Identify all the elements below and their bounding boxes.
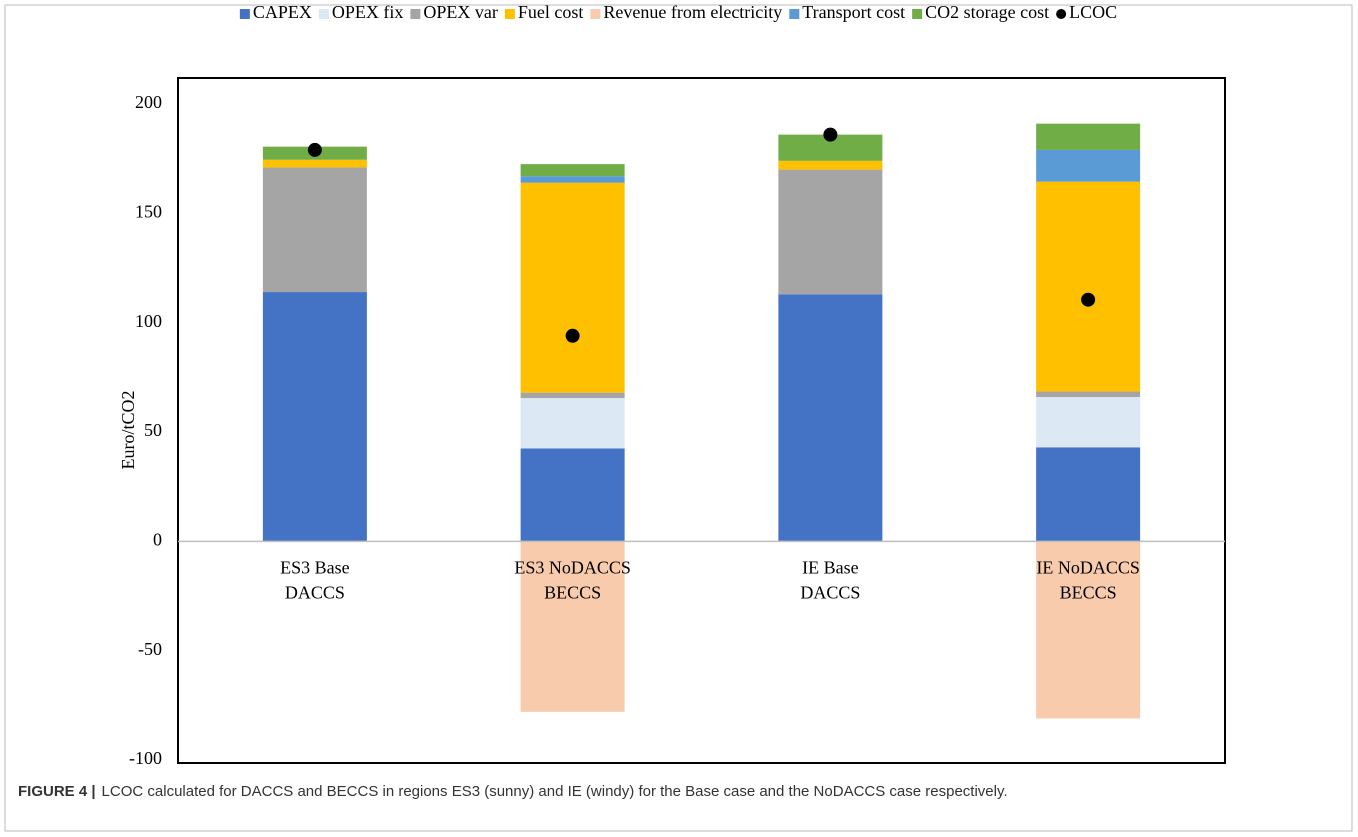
legend-marker [239,9,250,19]
bar-segment [520,541,625,712]
lcoc-dot [1081,292,1096,307]
bar-segment [1036,541,1141,719]
lcoc-dot [307,142,322,157]
bar-segment [1036,397,1141,448]
legend-label: OPEX fix [332,2,404,22]
legend-marker [318,9,329,19]
x-tick-label: IE Base [802,557,858,577]
bar-segment [520,398,625,449]
legend-marker [1056,9,1067,19]
legend-marker [504,9,515,19]
bar-segment [262,159,367,168]
caption-label: FIGURE 4 | [18,783,96,800]
legend-label: LCOC [1069,2,1117,22]
legend-marker [410,9,421,19]
lcoc-dot [823,127,838,142]
y-tick-label: 200 [135,92,162,112]
x-tick-label: ES3 Base [280,557,350,577]
x-tick-label: BECCS [1060,582,1117,602]
legend-label: CO2 storage cost [925,2,1049,22]
x-tick-label: ES3 NoDACCS [514,557,631,577]
bar-segment [778,169,883,295]
bar-segment [778,294,883,542]
plot-frame [177,77,1226,764]
x-tick-label: BECCS [544,582,601,602]
legend-label: Fuel cost [518,2,584,22]
x-tick-label: IE NoDACCS [1036,557,1140,577]
y-axis-label: Euro/tCO2 [118,391,138,470]
y-tick-label: 100 [135,311,162,331]
bar-segment [1036,447,1141,542]
figure-frame [4,4,1353,832]
bar-segment [1036,181,1141,392]
legend-marker [912,9,923,19]
bar-segment [520,164,625,177]
bar-segment [262,292,367,542]
bar-segment [1036,123,1141,150]
x-tick-label: DACCS [800,582,860,602]
bar-segment [520,182,625,393]
y-tick-label: 0 [153,529,162,549]
caption: LCOC calculated for DACCS and BECCS in r… [102,783,1008,800]
legend-label: OPEX var [423,2,498,22]
legend-label: CAPEX [253,2,312,22]
bar-segment [520,448,625,542]
bar-segment [520,176,625,183]
bar-segment [520,392,625,399]
legend-label: Transport cost [802,2,905,22]
x-tick-label: DACCS [285,582,345,602]
bar-segment [1036,149,1141,182]
legend-label: Revenue from electricity [603,2,782,22]
legend-marker [590,9,601,19]
bar-segment [262,167,367,293]
lcoc-dot [565,328,580,343]
y-tick-label: -50 [138,639,162,659]
bar-segment [1036,391,1141,398]
y-tick-label: -100 [129,748,162,768]
legend-marker [789,9,800,19]
y-tick-label: 150 [135,201,162,221]
bar-segment [778,160,883,170]
y-tick-label: 50 [144,420,162,440]
